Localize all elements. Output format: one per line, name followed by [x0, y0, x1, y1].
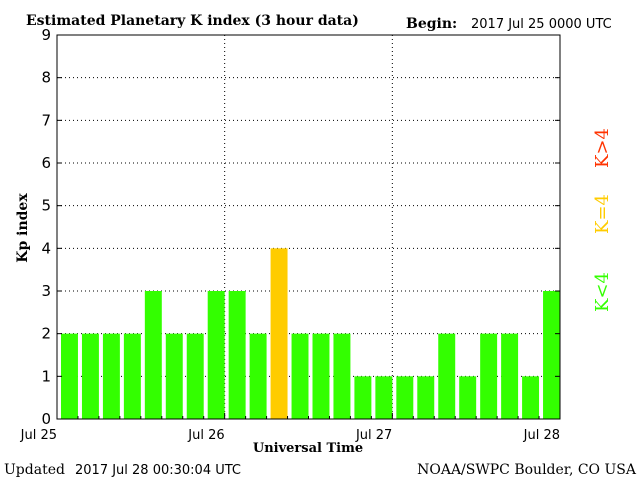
kp-bar [165, 333, 183, 419]
source-credit: NOAA/SWPC Boulder, CO USA [417, 462, 637, 478]
kp-bar [270, 248, 288, 419]
x-tick-label: Jul 28 [523, 428, 560, 443]
y-tick-label: 7 [41, 111, 51, 129]
kp-bar [480, 333, 498, 419]
kp-bar [61, 333, 78, 419]
x-tick-label: Jul 26 [187, 428, 224, 443]
kp-bar [81, 333, 99, 419]
y-tick-label: 9 [41, 26, 51, 44]
kp-bar [417, 376, 435, 419]
kp-bar [333, 333, 351, 419]
kp-bar [102, 333, 120, 419]
y-tick-label: 6 [41, 154, 51, 172]
updated-value: 2017 Jul 28 00:30:04 UTC [75, 463, 241, 478]
kp-bar [186, 333, 204, 419]
kp-bar [438, 333, 456, 419]
kp-bar [459, 376, 477, 419]
x-tick-label: Jul 27 [355, 428, 392, 443]
plot-area: 0 1 2 3 4 5 6 7 8 9 Jul 25 Jul 26 Jul 27 Jul 28 [20, 26, 561, 443]
y-tick-label: 4 [41, 239, 51, 257]
legend-high: K>4 [592, 128, 613, 168]
begin-label: Begin: [406, 16, 457, 32]
begin-value: 2017 Jul 25 0000 UTC [471, 17, 612, 32]
y-axis-label: Kp index [15, 193, 31, 263]
legend-low: K<4 [592, 272, 613, 312]
kp-bar [249, 333, 267, 419]
kp-bar [228, 291, 246, 419]
legend-equal: K=4 [592, 194, 613, 234]
kp-bar [354, 376, 372, 419]
kp-bar [543, 291, 560, 419]
kp-bar [144, 291, 162, 419]
kp-bar [207, 291, 225, 419]
kp-bar [375, 376, 393, 419]
chart-title: Estimated Planetary K index (3 hour data… [26, 13, 359, 29]
y-tick-label: 5 [41, 197, 51, 215]
y-tick-label: 8 [41, 69, 51, 87]
updated-label: Updated [4, 462, 65, 478]
y-tick-label: 2 [41, 325, 51, 343]
x-tick-label: Jul 25 [20, 428, 57, 443]
kp-bar [501, 333, 519, 419]
y-tick-label: 1 [41, 367, 51, 385]
x-axis-label: Universal Time [253, 441, 363, 456]
kp-bar [312, 333, 330, 419]
kp-bar [396, 376, 414, 419]
kp-bar [123, 333, 141, 419]
y-tick-label: 0 [41, 410, 51, 428]
kp-bar [291, 333, 309, 419]
kp-bar [522, 376, 540, 419]
y-tick-label: 3 [41, 282, 51, 300]
